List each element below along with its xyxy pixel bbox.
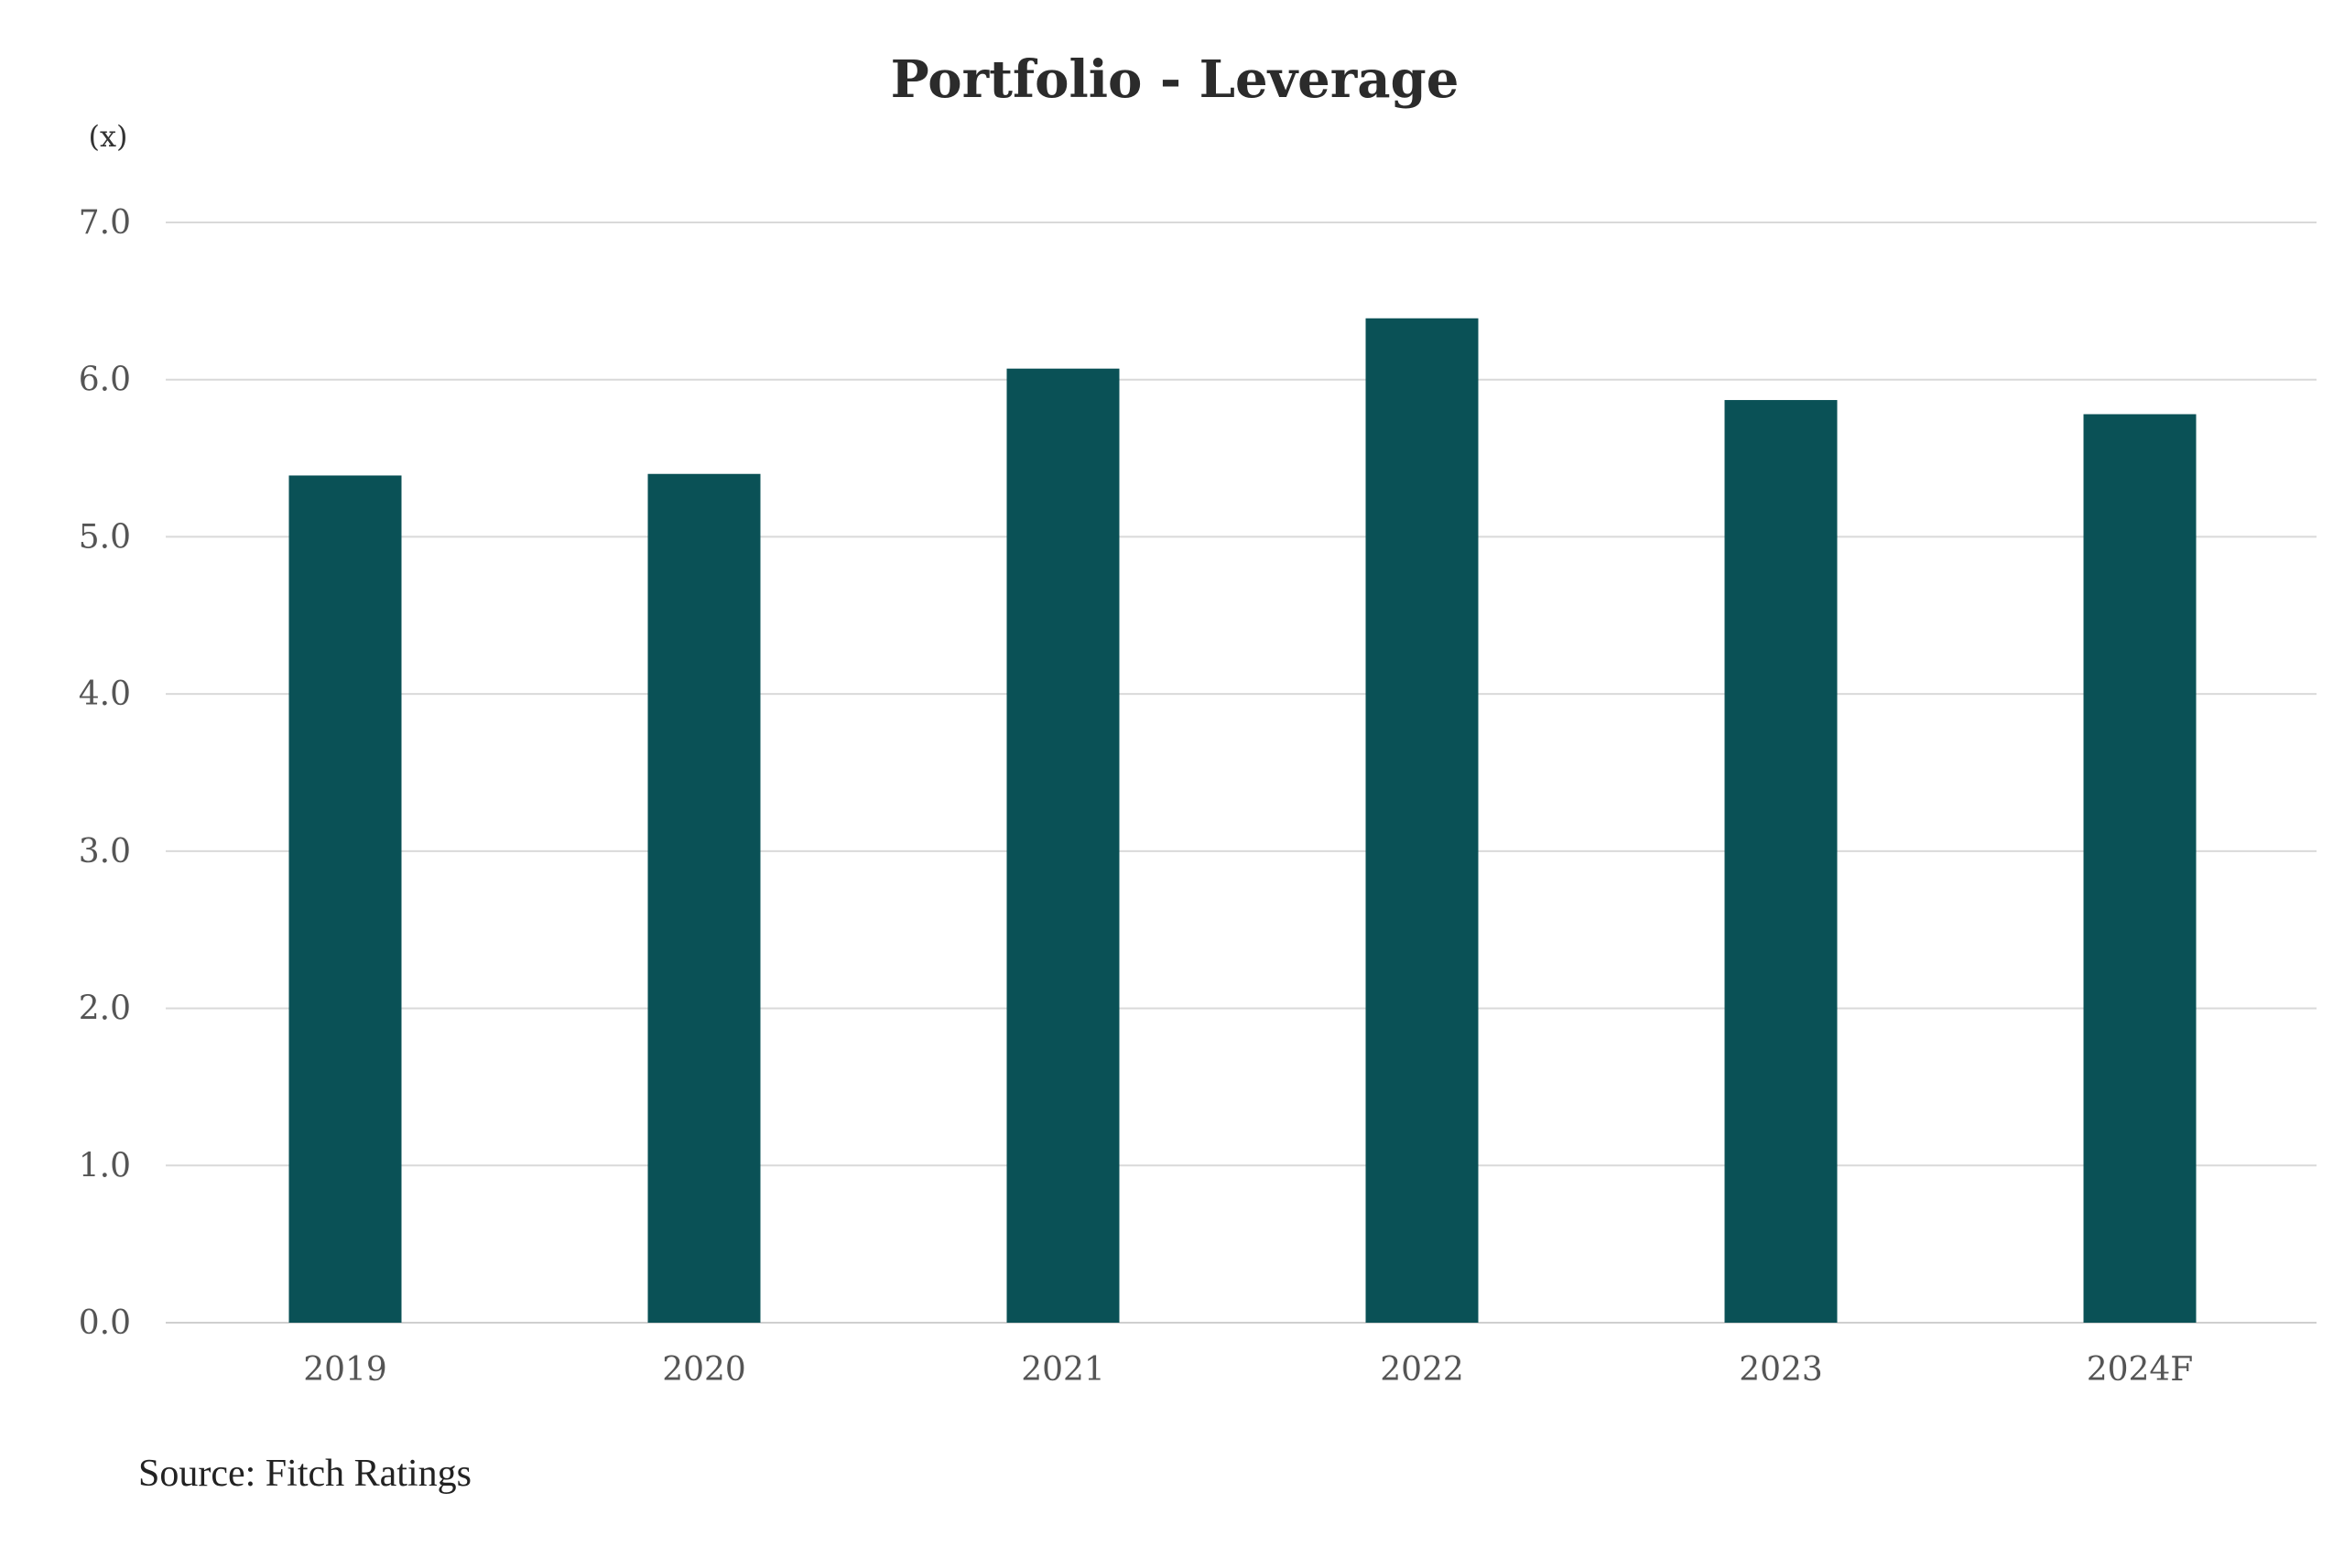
x-tick-label: 2019 <box>303 1351 387 1389</box>
chart-title: Portfolio - Leverage <box>891 49 1460 110</box>
source-note: Source: Fitch Ratings <box>138 1453 472 1495</box>
bar-2023 <box>1724 400 1838 1324</box>
x-tick-label: 2020 <box>662 1351 746 1389</box>
y-tick-label: 5.0 <box>79 518 131 556</box>
y-tick-label: 3.0 <box>79 833 131 871</box>
y-axis-ticks: 0.0 1.0 2.0 3.0 4.0 5.0 6.0 7.0 <box>79 204 131 1342</box>
x-tick-label: 2023 <box>1739 1351 1823 1389</box>
bars <box>288 318 2197 1324</box>
bar-2022 <box>1365 318 1479 1323</box>
x-axis-ticks: 2019 2020 2021 2022 2023 2024F <box>303 1351 2193 1389</box>
bar-2019 <box>288 475 402 1323</box>
x-tick-label: 2021 <box>1021 1351 1105 1389</box>
y-tick-label: 1.0 <box>79 1147 131 1184</box>
y-tick-label: 2.0 <box>79 990 131 1028</box>
y-tick-label: 4.0 <box>79 676 131 713</box>
grid-lines <box>166 222 2317 1324</box>
bar-2021 <box>1006 368 1120 1323</box>
x-tick-label: 2024F <box>2087 1351 2194 1389</box>
x-tick-label: 2022 <box>1380 1351 1464 1389</box>
y-axis-unit-label: (x) <box>88 119 127 154</box>
y-tick-label: 6.0 <box>79 362 131 399</box>
y-tick-label: 7.0 <box>79 204 131 242</box>
bar-2020 <box>647 473 761 1323</box>
bar-2024F <box>2083 414 2197 1323</box>
y-tick-label: 0.0 <box>79 1304 131 1342</box>
